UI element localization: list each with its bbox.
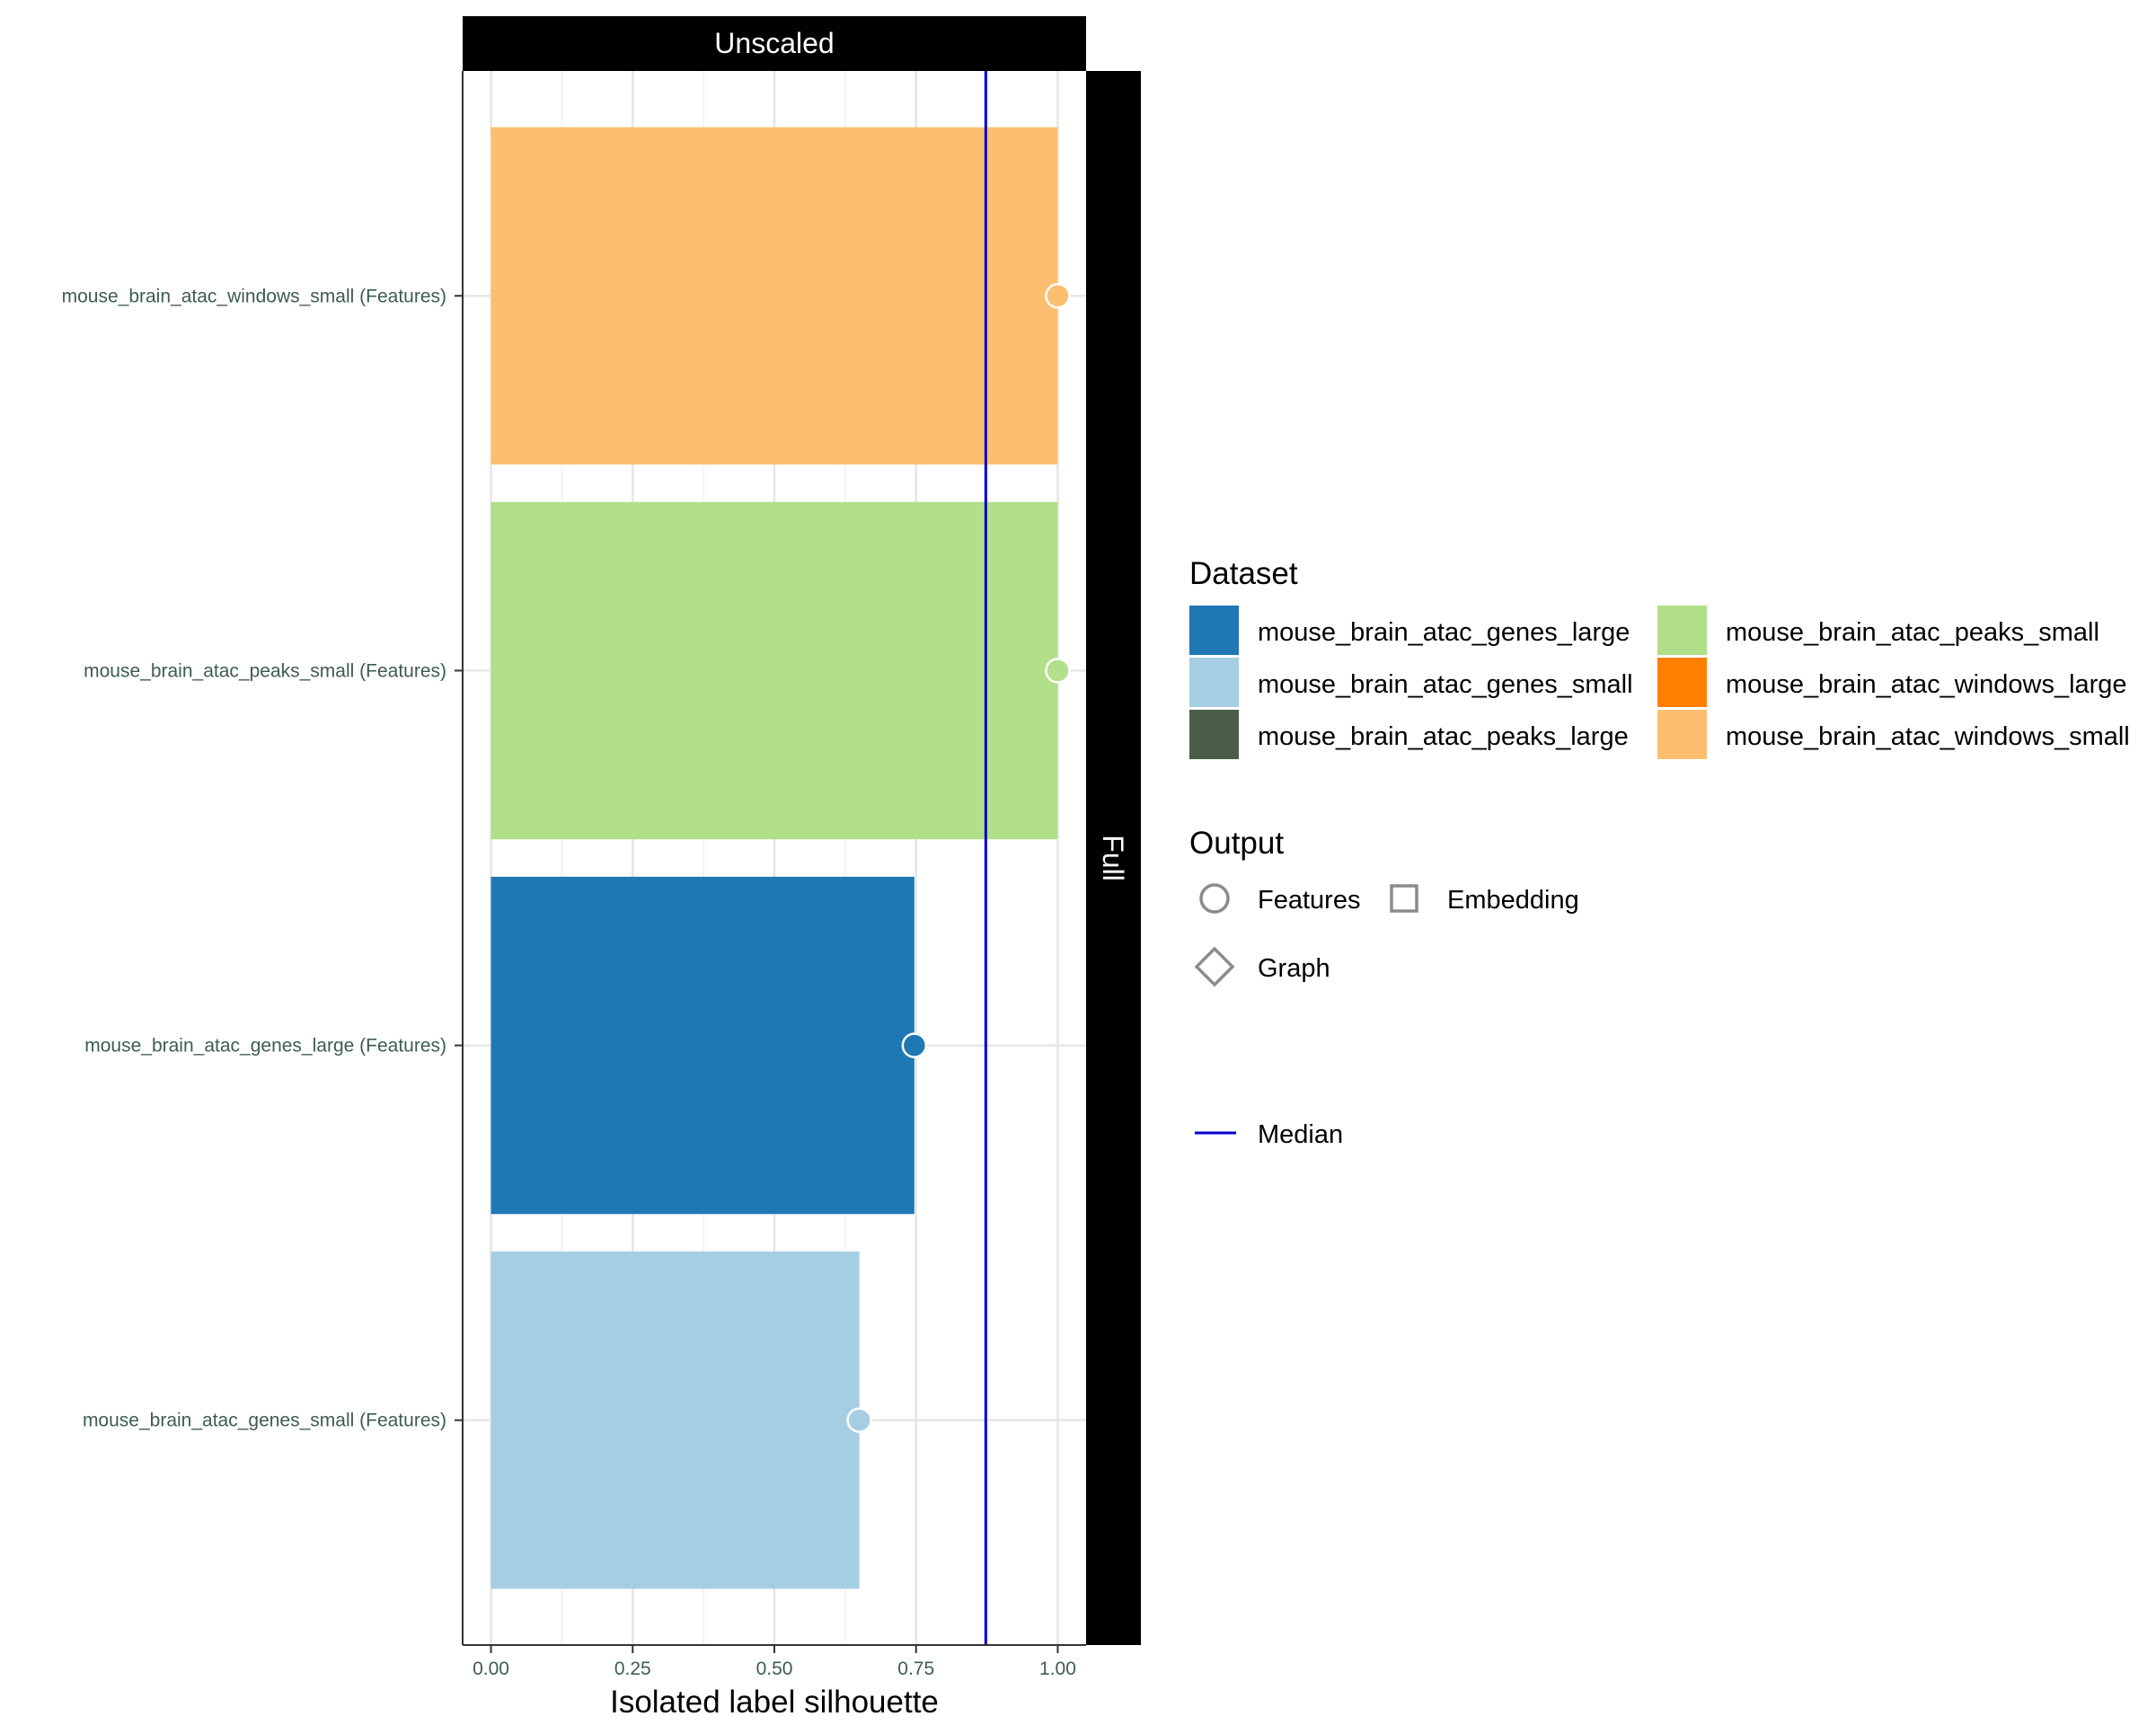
legend-outputs: Features Embedding Graph [1194, 883, 1579, 987]
x-tick-labels: 0.00 0.25 0.50 0.75 1.00 [473, 1645, 1076, 1679]
y-tick-label: mouse_brain_atac_genes_large (Features) [84, 1036, 446, 1057]
legend-label-features: Features [1258, 886, 1360, 915]
y-tick-label: mouse_brain_atac_genes_small (Features) [83, 1411, 446, 1431]
legend-label-graph: Graph [1258, 954, 1330, 983]
legend-swatch-mouse-brain-atac-windows-small [1657, 710, 1707, 759]
legend-shape-features [1199, 883, 1230, 914]
bar-mouse-brain-atac-genes-large [490, 876, 915, 1215]
x-axis-title: Isolated label silhouette [610, 1685, 939, 1720]
x-tick-label: 1.00 [1039, 1659, 1076, 1679]
legend: Dataset mouse_brain_atac_genes_largemous… [1189, 556, 2130, 1149]
legend-swatch-mouse-brain-atac-peaks-small [1657, 606, 1707, 655]
x-tick-label: 0.00 [473, 1659, 509, 1679]
bar-layer [490, 127, 1058, 1589]
legend-title-dataset: Dataset [1189, 556, 1298, 591]
legend-swatch-mouse-brain-atac-peaks-large [1189, 710, 1239, 759]
legend-shape-embedding [1390, 884, 1418, 913]
bar-mouse-brain-atac-windows-small [490, 127, 1058, 465]
facet-label-right: Full [1097, 835, 1129, 881]
legend-title-output: Output [1189, 826, 1284, 861]
legend-label-mouse-brain-atac-windows-small: mouse_brain_atac_windows_small [1726, 722, 2130, 751]
facet-label-top: Unscaled [714, 27, 834, 59]
y-tick-label: mouse_brain_atac_peaks_small (Features) [84, 660, 446, 681]
point-layer [846, 283, 1071, 1433]
x-tick-label: 0.25 [614, 1659, 651, 1679]
legend-shape-graph [1194, 946, 1235, 987]
legend-label-mouse-brain-atac-genes-large: mouse_brain_atac_genes_large [1258, 618, 1630, 647]
facet-strip-top [463, 16, 1086, 71]
legend-label-mouse-brain-atac-peaks-large: mouse_brain_atac_peaks_large [1258, 722, 1629, 751]
x-tick-label: 0.75 [897, 1659, 934, 1679]
legend-swatch-mouse-brain-atac-windows-large [1657, 658, 1707, 707]
legend-median-label: Median [1258, 1120, 1343, 1149]
legend-swatch-mouse-brain-atac-genes-large [1189, 606, 1239, 655]
legend-label-mouse-brain-atac-genes-small: mouse_brain_atac_genes_small [1258, 670, 1633, 699]
point-mouse-brain-atac-windows-small [1045, 283, 1071, 309]
legend-datasets: mouse_brain_atac_genes_large mouse_brain_… [1189, 606, 2130, 759]
facet-strip-right [1086, 71, 1141, 1645]
plot-panel [462, 71, 1086, 1646]
y-tick-label: mouse_brain_atac_windows_small (Features… [62, 286, 446, 306]
legend-swatch-mouse-brain-atac-genes-small [1189, 658, 1239, 707]
bar-mouse-brain-atac-genes-small [490, 1252, 860, 1589]
legend-label-mouse-brain-atac-windows-large: mouse_brain_atac_windows_large [1726, 670, 2127, 699]
point-mouse-brain-atac-genes-large [901, 1032, 928, 1058]
x-tick-label: 0.50 [756, 1659, 793, 1679]
legend-label-mouse-brain-atac-peaks-small: mouse_brain_atac_peaks_small [1726, 618, 2099, 647]
y-tick-labels: mouse_brain_atac_windows_small (Features… [62, 286, 463, 1431]
legend-label-embedding: Embedding [1447, 886, 1579, 915]
point-mouse-brain-atac-peaks-small [1045, 658, 1071, 684]
point-mouse-brain-atac-genes-small [846, 1407, 872, 1433]
bar-mouse-brain-atac-peaks-small [490, 501, 1058, 840]
